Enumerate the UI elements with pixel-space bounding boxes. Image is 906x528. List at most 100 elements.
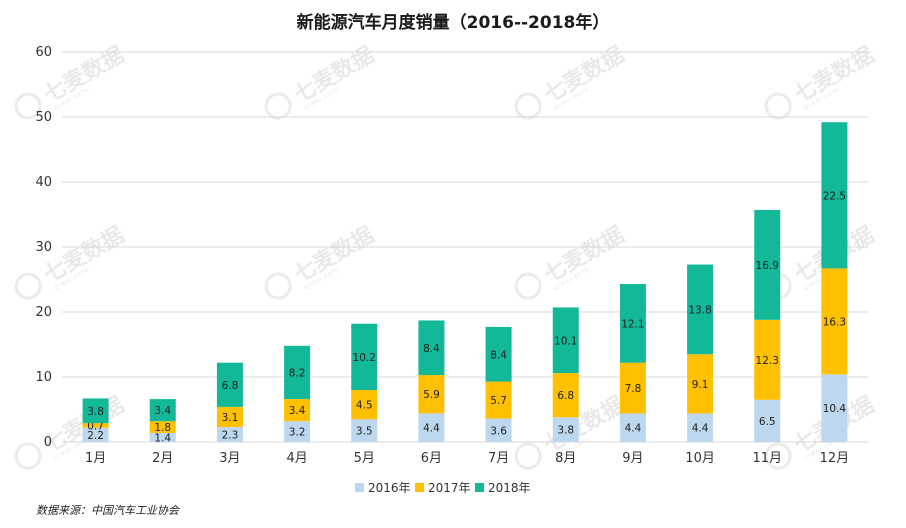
data-label: 12.3 (756, 355, 779, 367)
x-tick-label: 8月 (555, 451, 576, 466)
bar-11月-2017年 (754, 319, 781, 400)
data-label: 16.3 (823, 316, 846, 328)
bar-2月-2018年 (149, 399, 176, 422)
data-label: 3.5 (356, 426, 373, 438)
bar-5月-2018年 (351, 323, 378, 390)
bar-2月-2017年 (149, 421, 176, 433)
watermark-logo-icon (514, 442, 542, 470)
watermark-text: 七麦数据 (539, 222, 628, 289)
data-label: 3.6 (490, 425, 507, 437)
x-tick-label: 10月 (685, 451, 715, 466)
bar-3月-2018年 (216, 362, 243, 407)
x-tick-label: 7月 (488, 451, 509, 466)
data-label: 1.4 (154, 432, 171, 444)
data-label: 12.1 (621, 318, 644, 330)
watermark-text: 七麦数据 (39, 222, 128, 289)
bar-9月-2018年 (619, 284, 646, 363)
data-label: 8.2 (289, 367, 306, 379)
bar-3月-2016年 (216, 427, 243, 442)
watermark-logo-icon (514, 92, 542, 120)
bar-10月-2018年 (687, 264, 714, 355)
y-tick-label: 60 (35, 45, 52, 60)
bar-10月-2017年 (687, 354, 714, 414)
bar-8月-2018年 (552, 307, 579, 374)
x-tick-label: 3月 (219, 451, 240, 466)
watermark-logo-icon (764, 92, 792, 120)
bar-11月-2018年 (754, 209, 781, 320)
data-label: 13.8 (688, 304, 711, 316)
data-label: 9.1 (692, 379, 709, 391)
source-note: 数据来源：中国汽车工业协会 (36, 504, 180, 517)
bar-5月-2016年 (351, 419, 378, 442)
bar-1月-2016年 (82, 427, 109, 442)
legend-label: 2016年 (368, 481, 411, 495)
bar-3月-2017年 (216, 406, 243, 428)
data-label: 5.9 (423, 389, 440, 401)
x-tick-label: 9月 (622, 451, 643, 466)
bars: 2.20.7 3.8 1.41.8 3.4 2.3 3.1 6.8 3.2 3.4 8.2 3.5 4… (82, 122, 848, 444)
watermark-logo-icon (264, 92, 292, 120)
data-label: 8.4 (423, 343, 440, 355)
legend: 2016年 2017年 2018年 (355, 481, 531, 495)
watermark-text: 七麦数据 (289, 222, 378, 289)
bar-7月-2016年 (485, 418, 512, 442)
bar-4月-2017年 (284, 399, 311, 422)
bar-7月-2017年 (485, 381, 512, 419)
data-label: 6.8 (222, 380, 239, 392)
y-tick-label: 30 (35, 240, 52, 255)
watermark-logo-icon (14, 442, 42, 470)
watermark-logo-icon (764, 442, 792, 470)
data-label: 16.9 (756, 260, 779, 272)
bar-8月-2016年 (552, 417, 579, 442)
x-tick-label: 5月 (354, 451, 375, 466)
bar-9月-2016年 (619, 413, 646, 442)
data-label: 22.5 (823, 190, 846, 202)
bar-8月-2017年 (552, 373, 579, 418)
bar-12月-2016年 (821, 374, 848, 442)
data-label: 2.2 (87, 430, 104, 442)
legend-swatch (475, 483, 484, 492)
data-label: 10.2 (353, 352, 376, 364)
x-tick-label: 6月 (421, 451, 442, 466)
data-label: 3.1 (222, 412, 239, 424)
x-tick-label: 2月 (152, 451, 173, 466)
data-label: 3.4 (154, 405, 171, 417)
bar-1月-2018年 (82, 398, 109, 424)
watermark-logo-icon (14, 92, 42, 120)
watermark-logo-icon (514, 272, 542, 300)
data-label: 1.8 (154, 422, 171, 434)
data-label: 4.4 (423, 423, 440, 435)
x-axis: 1月 2月 3月 4月 5月 6月 7月 8月 9月 10月 11月 12月 (85, 451, 849, 466)
y-tick-label: 10 (35, 370, 52, 385)
watermark-logo-icon (14, 272, 42, 300)
data-label: 2.3 (222, 430, 239, 442)
data-label: 10.4 (823, 403, 847, 415)
bar-2月-2016年 (149, 432, 176, 442)
y-axis: 0 10 20 30 40 50 60 (35, 45, 52, 450)
bar-10月-2016年 (687, 413, 714, 442)
bar-1月-2017年 (82, 423, 109, 428)
data-label: 0.7 (87, 420, 104, 432)
legend-label: 2018年 (488, 481, 531, 495)
data-label: 3.8 (87, 406, 104, 418)
bar-7月-2018年 (485, 326, 512, 382)
chart-title: 新能源汽车月度销量（2016--2018年） (297, 12, 610, 33)
data-label: 4.5 (356, 400, 373, 412)
gridlines (62, 51, 868, 443)
x-tick-label: 1月 (85, 451, 106, 466)
x-tick-label: 11月 (752, 451, 782, 466)
y-tick-label: 0 (44, 435, 52, 450)
data-label: 3.8 (557, 425, 574, 437)
bar-4月-2018年 (284, 345, 311, 400)
data-label: 8.4 (490, 349, 507, 361)
data-label: 4.4 (692, 423, 709, 435)
bar-6月-2016年 (418, 413, 445, 442)
